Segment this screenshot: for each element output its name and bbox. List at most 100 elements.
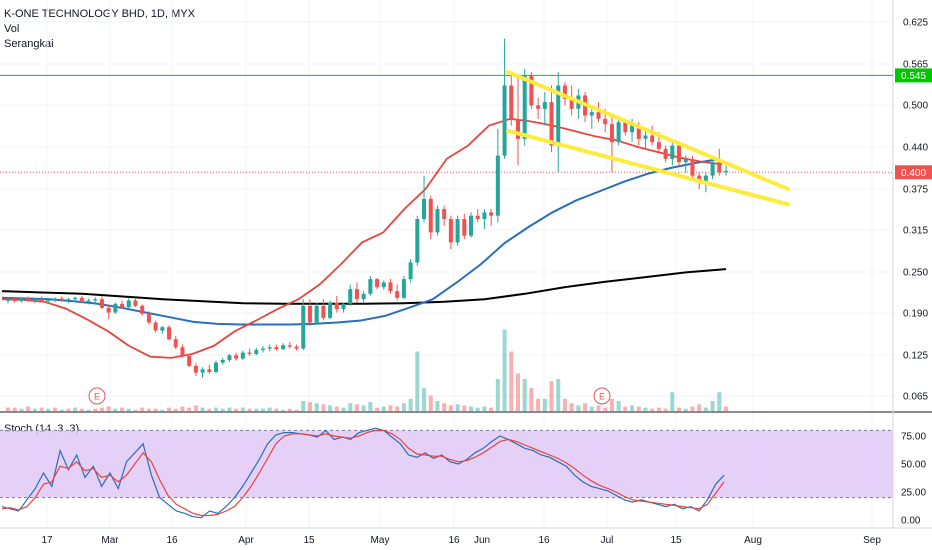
price-axis-label: 0.565 — [903, 60, 928, 71]
candle-body — [636, 125, 641, 139]
earnings-marker — [88, 387, 106, 405]
candle-body — [495, 155, 500, 216]
candle-body — [187, 355, 192, 366]
price-tag — [895, 68, 932, 83]
volume-bar — [133, 409, 138, 412]
time-axis-label: 17 — [41, 535, 53, 546]
volume-bar — [455, 404, 460, 412]
candle-body — [677, 145, 682, 163]
candle-body — [314, 305, 319, 323]
candle-body — [690, 158, 695, 176]
volume-bar — [462, 405, 467, 412]
time-axis-label: Apr — [238, 535, 254, 546]
candle-body — [502, 85, 507, 156]
volume-bar — [630, 405, 635, 412]
volume-bar — [388, 405, 393, 412]
volume-bar — [408, 398, 413, 412]
candle-body — [120, 303, 125, 308]
volume-bar — [522, 379, 527, 412]
volume-bar — [502, 329, 507, 412]
volume-bar — [341, 407, 346, 412]
candle-body — [529, 75, 534, 106]
price-axis-label: 0.375 — [903, 185, 928, 196]
candle-body — [375, 279, 380, 288]
ma-slow-line — [1, 268, 727, 305]
candle-body — [381, 282, 386, 288]
candle-body — [301, 305, 306, 349]
candle-body — [354, 289, 359, 300]
candle-body — [435, 209, 440, 233]
volume-bar — [596, 405, 601, 412]
volume-bar — [39, 407, 44, 412]
volume-bar — [167, 407, 172, 412]
volume-bar — [287, 408, 292, 412]
candle-body — [515, 118, 520, 139]
candle-body — [146, 313, 151, 323]
volume-bar — [509, 351, 514, 412]
candle-body — [281, 345, 286, 350]
volume-bar — [556, 379, 561, 412]
candle-body — [562, 85, 567, 99]
candle-body — [207, 369, 212, 372]
volume-bar — [46, 408, 51, 412]
candle-body — [468, 215, 474, 236]
volume-bar — [354, 404, 359, 412]
volume-bar — [254, 408, 259, 412]
candle-body — [670, 145, 675, 159]
volume-bar — [422, 387, 427, 412]
volume-bar — [717, 392, 722, 412]
candle-body — [723, 170, 729, 173]
candle-body — [650, 135, 655, 143]
volume-bar — [703, 407, 708, 412]
volume-bar — [395, 406, 400, 412]
volume-bar — [603, 407, 608, 412]
volume-bar — [146, 408, 151, 412]
candle-body — [341, 303, 346, 310]
candle-body — [12, 299, 17, 302]
candle-body — [153, 322, 158, 331]
volume-bar — [690, 406, 695, 412]
price-axis-label: 0.500 — [903, 101, 928, 112]
candle-body — [609, 124, 614, 143]
volume-bar — [260, 408, 266, 412]
volume-bar — [348, 403, 353, 412]
volume-bar — [32, 408, 37, 412]
candle-body — [509, 85, 514, 119]
time-axis-label: 16 — [538, 535, 550, 546]
candle-body — [348, 289, 353, 304]
candle-body — [388, 282, 393, 292]
candle-body — [455, 219, 460, 243]
stoch-k-line — [1, 427, 725, 519]
candle-body — [489, 212, 494, 216]
volume-bar — [207, 408, 212, 412]
candle-body — [395, 291, 400, 298]
candle-body — [5, 299, 11, 301]
volume-bar — [576, 405, 581, 412]
candle-body — [140, 305, 145, 314]
chart-title: K-ONE TECHNOLOGY BHD, 1D, MYX — [4, 8, 195, 20]
volume-bar — [643, 407, 648, 412]
candle-body — [66, 299, 71, 301]
volume-bar — [220, 408, 225, 412]
candle-body — [549, 102, 554, 146]
volume-bar — [301, 401, 306, 412]
volume-bar — [710, 401, 715, 412]
candle-body — [294, 346, 299, 349]
candle-body — [462, 219, 467, 236]
candle-body — [442, 209, 447, 220]
volume-bar — [677, 407, 682, 412]
volume-bar — [656, 407, 661, 412]
time-axis-label: May — [371, 535, 390, 546]
volume-bar — [307, 402, 312, 412]
candle-body — [656, 142, 661, 149]
candle-body — [126, 300, 131, 308]
candle-body — [227, 355, 232, 360]
price-axis-label: 0.065 — [903, 392, 928, 403]
candle-body — [59, 298, 64, 301]
volume-bar — [609, 398, 614, 412]
stoch-axis-label: 0.00 — [901, 516, 921, 527]
candle-body — [214, 362, 219, 372]
stoch-band — [0, 430, 893, 498]
candle-body — [448, 219, 453, 243]
